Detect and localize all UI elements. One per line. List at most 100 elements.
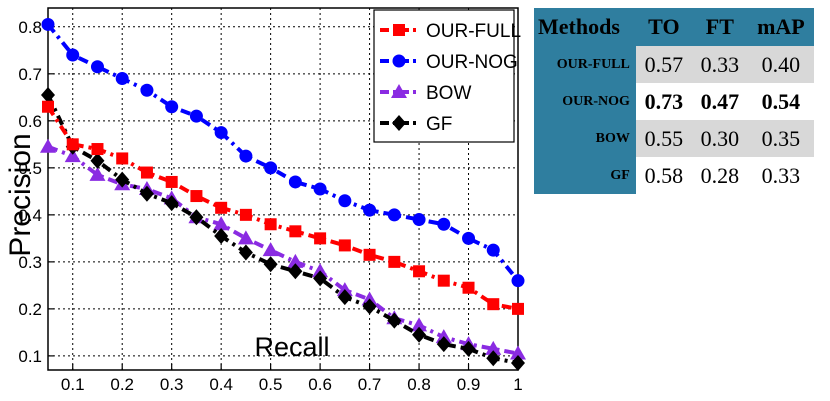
data-point bbox=[337, 289, 352, 306]
data-point bbox=[116, 152, 129, 165]
header-ft: FT bbox=[691, 8, 748, 46]
x-tick-label: 0.9 bbox=[457, 375, 481, 394]
table-header-row: Methods TO FT mAP bbox=[534, 8, 814, 46]
data-point bbox=[388, 255, 401, 268]
data-point bbox=[41, 86, 55, 103]
y-tick-label: 0.3 bbox=[18, 253, 42, 272]
legend-marker bbox=[391, 84, 407, 98]
data-point bbox=[437, 217, 451, 231]
data-point bbox=[313, 270, 328, 287]
cell-ft: 0.33 bbox=[691, 46, 748, 83]
data-point bbox=[485, 340, 502, 355]
data-point bbox=[361, 291, 378, 306]
y-axis-label: Precision bbox=[4, 133, 37, 256]
cell-to: 0.73 bbox=[644, 88, 684, 114]
table-row: OUR-NOG 0.73 0.47 0.54 bbox=[534, 83, 814, 120]
data-point bbox=[90, 152, 105, 169]
data-point bbox=[89, 166, 106, 181]
data-point bbox=[511, 354, 525, 371]
data-point bbox=[215, 201, 228, 214]
row-label-our-nog: OUR-NOG bbox=[534, 83, 636, 120]
cell-ft: 0.30 bbox=[691, 120, 748, 157]
row-label-our-full: OUR-FULL bbox=[534, 46, 636, 83]
data-point bbox=[363, 203, 377, 217]
data-point bbox=[336, 282, 353, 297]
cell-map: 0.33 bbox=[761, 162, 801, 188]
table-row: OUR-FULL 0.57 0.33 0.40 bbox=[534, 46, 814, 83]
data-point bbox=[41, 17, 55, 31]
row-label-gf: GF bbox=[534, 157, 636, 194]
cell-to: 0.58 bbox=[644, 162, 684, 188]
series-line-bow bbox=[47, 144, 519, 356]
y-tick-label: 0.2 bbox=[18, 300, 42, 319]
data-point bbox=[437, 274, 450, 287]
header-map: mAP bbox=[747, 8, 814, 46]
data-point bbox=[214, 126, 228, 140]
cell-ft: 0.28 bbox=[700, 162, 740, 188]
data-point bbox=[387, 208, 401, 222]
data-point bbox=[140, 166, 153, 179]
data-point bbox=[486, 350, 501, 367]
data-point bbox=[288, 175, 302, 189]
x-axis-label: Recall bbox=[254, 332, 329, 362]
cell-to: 0.57 bbox=[635, 46, 692, 83]
plot-frame bbox=[47, 7, 519, 371]
data-point bbox=[338, 194, 352, 208]
data-point bbox=[264, 161, 278, 175]
data-point bbox=[262, 242, 279, 257]
results-table: Methods TO FT mAP OUR-FULL 0.57 0.33 0.4… bbox=[534, 8, 814, 194]
cell-to: 0.55 bbox=[635, 120, 692, 157]
y-tick-label: 0.7 bbox=[18, 65, 42, 84]
data-point bbox=[313, 182, 327, 196]
data-point bbox=[436, 336, 451, 353]
data-point bbox=[462, 231, 476, 245]
data-point bbox=[412, 213, 426, 227]
data-point bbox=[190, 190, 203, 203]
x-tick-label: 0.1 bbox=[61, 375, 85, 394]
data-point bbox=[263, 256, 278, 273]
y-tick-label: 0.8 bbox=[18, 18, 42, 37]
data-point bbox=[214, 228, 229, 245]
cell-map: 0.35 bbox=[747, 120, 814, 157]
data-point bbox=[239, 208, 252, 221]
data-point bbox=[189, 209, 204, 226]
data-point bbox=[264, 218, 277, 231]
data-point bbox=[288, 263, 303, 280]
table-row: GF 0.58 0.28 0.33 bbox=[534, 157, 814, 194]
header-methods: Methods bbox=[534, 8, 636, 46]
data-point bbox=[40, 138, 56, 153]
cell-ft: 0.47 bbox=[700, 88, 740, 114]
data-point bbox=[91, 143, 104, 156]
data-point bbox=[139, 185, 154, 202]
x-tick-label: 0.4 bbox=[209, 375, 233, 394]
data-point bbox=[189, 109, 203, 123]
data-point bbox=[238, 244, 253, 261]
data-point bbox=[239, 149, 253, 163]
data-point bbox=[165, 175, 178, 188]
cell-map: 0.54 bbox=[761, 88, 801, 114]
data-point bbox=[387, 312, 402, 329]
data-point bbox=[362, 298, 377, 315]
legend-label: OUR-NOG bbox=[426, 52, 518, 73]
y-tick-label: 0.5 bbox=[18, 159, 42, 178]
data-point bbox=[412, 326, 427, 343]
data-point bbox=[462, 281, 475, 294]
data-point bbox=[140, 83, 154, 97]
x-tick-label: 0.5 bbox=[259, 375, 283, 394]
x-tick-label: 0.7 bbox=[358, 375, 382, 394]
data-point bbox=[314, 232, 327, 245]
data-point bbox=[90, 60, 104, 74]
data-point bbox=[435, 329, 452, 344]
data-point bbox=[289, 225, 302, 238]
x-tick-label: 0.3 bbox=[160, 375, 184, 394]
data-point bbox=[66, 138, 79, 151]
y-tick-label: 0.6 bbox=[18, 112, 42, 131]
data-point bbox=[511, 274, 525, 288]
data-point bbox=[510, 345, 526, 360]
data-point bbox=[461, 340, 476, 357]
data-point bbox=[164, 195, 179, 212]
data-point bbox=[115, 72, 129, 86]
data-point bbox=[287, 253, 304, 268]
header-to: TO bbox=[635, 8, 692, 46]
cell-map: 0.40 bbox=[747, 46, 814, 83]
